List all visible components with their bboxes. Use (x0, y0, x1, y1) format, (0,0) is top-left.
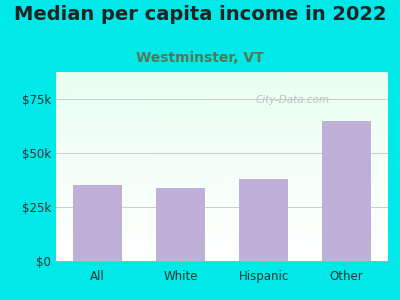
Bar (73, 185, 122, 261)
Bar (238, 179, 288, 261)
Text: Westminster, VT: Westminster, VT (136, 51, 264, 65)
Text: Median per capita income in 2022: Median per capita income in 2022 (14, 4, 386, 23)
Text: City-Data.com: City-Data.com (255, 95, 329, 105)
Bar (322, 121, 372, 261)
Bar (156, 188, 206, 261)
